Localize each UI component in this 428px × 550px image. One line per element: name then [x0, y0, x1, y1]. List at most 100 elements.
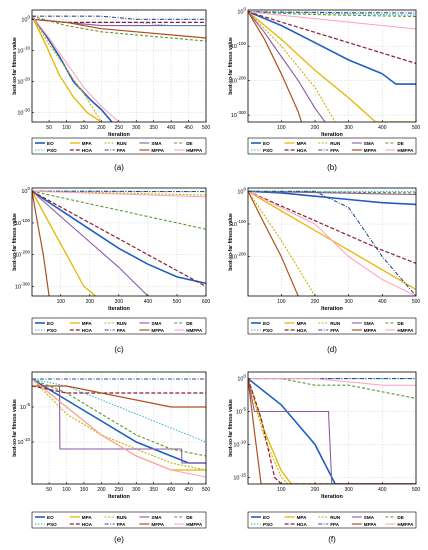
- x-axis-label: Iteration: [321, 494, 343, 500]
- y-tick-label: 10-100: [231, 41, 247, 50]
- x-axis-label: Iteration: [108, 132, 130, 138]
- y-tick-label: 10-5: [20, 402, 31, 411]
- x-tick-label: 500: [412, 125, 421, 131]
- series-line-run: [32, 378, 206, 471]
- legend-label-mpa: MPA: [297, 141, 308, 146]
- x-tick-label: 200: [97, 487, 106, 493]
- legend-box: [247, 511, 417, 529]
- legend-label-de: DE: [186, 321, 192, 326]
- series-line-hoa: [248, 190, 416, 264]
- series-line-eo: [248, 377, 416, 484]
- series-line-mpa: [32, 15, 102, 122]
- panel-e: 50 100 150 200 250 300 350 400 450 500 10-5 10-10 It…: [12, 371, 211, 544]
- legend-label-mfpa: MFPA: [151, 522, 164, 527]
- x-tick-label: 450: [184, 487, 193, 493]
- series-group: [32, 378, 206, 478]
- legend-label-fpa: FPA: [117, 522, 127, 527]
- y-tick-label: 10-10: [17, 45, 30, 54]
- legend-label-hoa: HOA: [297, 328, 308, 333]
- x-tick-label: 500: [412, 299, 421, 305]
- y-axis-label: best-so-far fitness value: [228, 399, 234, 457]
- legend-label-run: RUN: [330, 141, 341, 146]
- panel-f: 100 200 300 400 500 100 10-5 10-10 10-15 Iteratio…: [228, 371, 420, 544]
- series-line-fpa: [248, 11, 416, 14]
- legend-label-sma: SMA: [364, 321, 375, 326]
- series-line-hmfpa: [32, 190, 206, 198]
- legend-label-pso: PSO: [263, 328, 273, 333]
- legend-label-sma: SMA: [151, 515, 162, 520]
- y-tick-label: 10-10: [17, 437, 30, 446]
- x-axis-label: Iteration: [321, 306, 343, 312]
- legend-label-hmfpa: HMFPA: [186, 328, 203, 333]
- axes-frame: [247, 371, 417, 485]
- x-axis-label: Iteration: [108, 494, 130, 500]
- panel-caption: (f): [328, 535, 336, 544]
- series-line-fpa: [248, 190, 416, 296]
- legend-label-de: DE: [397, 321, 403, 326]
- series-line-mpa: [32, 190, 97, 296]
- legend-box: [247, 317, 417, 335]
- series-line-eo: [248, 10, 416, 85]
- y-tick-label: 10-200: [231, 252, 247, 261]
- x-tick-label: 300: [344, 487, 353, 493]
- x-tick-label: 400: [167, 487, 176, 493]
- x-tick-label: 400: [167, 125, 176, 131]
- series-line-hmfpa: [32, 378, 206, 478]
- x-tick-label: 150: [80, 487, 89, 493]
- x-tick-label: 500: [202, 487, 211, 493]
- y-tick-label: 10-300: [231, 110, 247, 119]
- legend-label-mpa: MPA: [82, 515, 93, 520]
- legend-label-eo: EO: [263, 141, 270, 146]
- y-tick-label: 10-200: [231, 76, 247, 85]
- series-line-hoa: [32, 18, 206, 23]
- legend-label-pso: PSO: [47, 148, 57, 153]
- x-tick-label: 200: [97, 125, 106, 131]
- legend-label-mfpa: MFPA: [364, 328, 377, 333]
- y-tick-label: 10-10: [233, 439, 246, 448]
- plot-area: [32, 10, 206, 122]
- x-tick-label: 400: [378, 299, 387, 305]
- legend-label-mpa: MPA: [82, 321, 93, 326]
- y-tick-label: 10-20: [17, 77, 30, 86]
- axes-frame: [247, 187, 417, 297]
- series-line-de: [32, 15, 206, 42]
- y-axis-label: best-so-far fitness value: [228, 213, 234, 271]
- legend-label-hmfpa: HMFPA: [397, 328, 414, 333]
- series-line-mfpa: [32, 191, 50, 296]
- series-line-hmfpa: [32, 15, 120, 122]
- legend-label-fpa: FPA: [330, 522, 340, 527]
- x-tick-label: 400: [144, 299, 153, 305]
- legend-label-eo: EO: [263, 321, 270, 326]
- x-tick-label: 200: [86, 299, 95, 305]
- legend-label-pso: PSO: [47, 522, 57, 527]
- series-line-hoa: [32, 385, 206, 394]
- legend-label-run: RUN: [330, 515, 341, 520]
- y-axis-label: best-so-far fitness value: [12, 399, 18, 457]
- series-group: [32, 190, 206, 296]
- y-tick-label: 10-100: [231, 219, 247, 228]
- legend-label-hmfpa: HMFPA: [186, 148, 203, 153]
- y-tick-label: 100: [237, 186, 246, 195]
- series-line-eo: [248, 190, 416, 206]
- x-tick-label: 100: [277, 487, 286, 493]
- legend-box: [31, 511, 207, 529]
- x-tick-label: 100: [277, 299, 286, 305]
- plot-area: [248, 372, 416, 484]
- panel-caption: (c): [114, 345, 124, 354]
- series-line-fpa: [32, 15, 206, 20]
- x-axis-label: Iteration: [321, 132, 343, 138]
- panel-b: 100 200 300 400 500 100 10-100 10-200 10-300 Iter…: [228, 7, 420, 172]
- x-tick-label: 350: [150, 487, 159, 493]
- legend-label-run: RUN: [117, 321, 128, 326]
- x-tick-label: 100: [62, 125, 71, 131]
- series-line-run: [248, 11, 336, 122]
- legend-label-fpa: FPA: [117, 148, 127, 153]
- legend-label-run: RUN: [117, 515, 128, 520]
- y-axis-label: best-so-far fitness value: [12, 213, 18, 271]
- series-line-mpa: [248, 11, 416, 122]
- series-line-sma: [248, 378, 416, 484]
- y-tick-label: 10-100: [15, 218, 31, 227]
- series-line-run: [248, 190, 316, 296]
- series-line-hoa: [248, 378, 416, 484]
